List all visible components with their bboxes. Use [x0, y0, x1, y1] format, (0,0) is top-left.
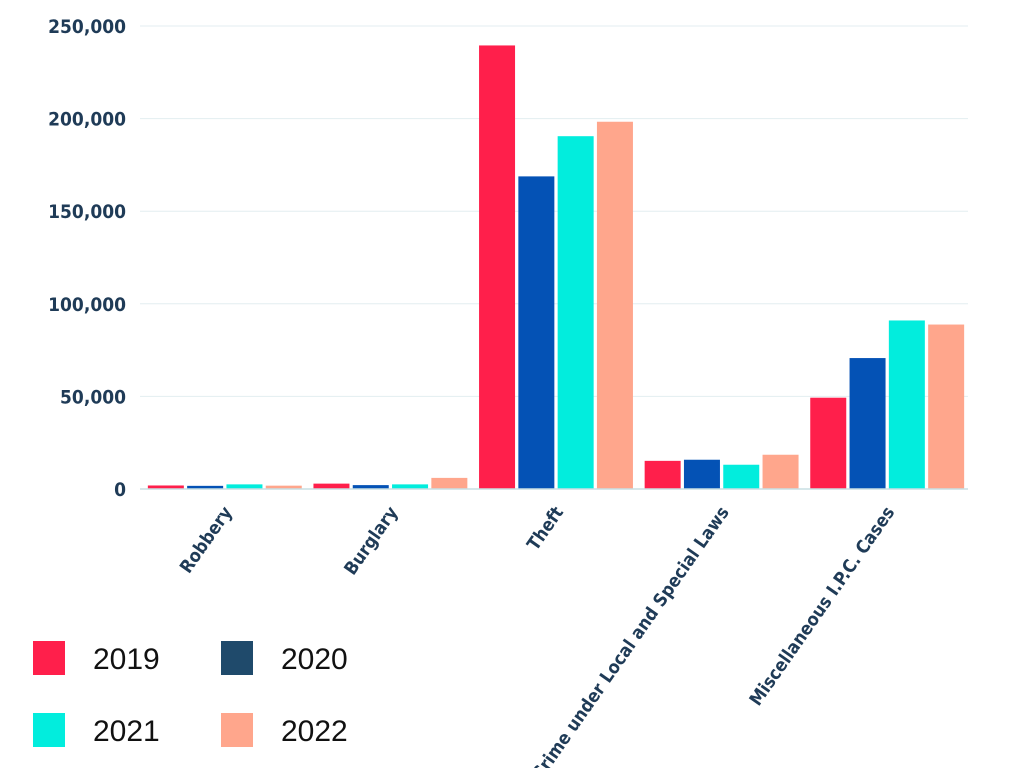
x-tick-label: Theft: [523, 503, 568, 555]
x-tick-label: Robbery: [176, 502, 237, 577]
bar-2020-crime-under-local-and-special-laws: [683, 459, 720, 489]
bar-2021-crime-under-local-and-special-laws: [723, 464, 760, 489]
x-tick-label: Crime under Local and Special Laws: [528, 503, 734, 768]
bar-2019-theft: [479, 45, 516, 490]
bar-2022-theft: [596, 121, 633, 489]
x-tick-label: Miscellaneous I.P.C. Cases: [746, 503, 900, 710]
bar-2019-miscellaneous-i-p-c-cases: [810, 397, 847, 489]
legend-label: 2020: [281, 643, 348, 676]
y-tick-label: 50,000: [60, 386, 126, 408]
y-tick-label: 150,000: [48, 201, 126, 223]
legend: 2019 2020 2021 2022: [33, 641, 348, 748]
legend-swatch: [221, 641, 253, 675]
bar-2022-miscellaneous-i-p-c-cases: [928, 324, 965, 489]
legend-label: 2021: [93, 715, 160, 748]
legend-swatch: [221, 713, 253, 747]
bar-2019-robbery: [147, 485, 184, 489]
y-axis-ticks: 0 50,000 100,000 150,000 200,000 250,000: [48, 16, 126, 501]
bar-2022-robbery: [265, 485, 302, 489]
legend-swatch: [33, 713, 65, 747]
bar-2022-burglary: [431, 477, 468, 489]
bar-2019-crime-under-local-and-special-laws: [644, 460, 681, 489]
legend-label: 2019: [93, 643, 160, 676]
legend-swatch: [33, 641, 65, 675]
bars: [147, 45, 965, 490]
legend-label: 2022: [281, 715, 348, 748]
bar-2020-miscellaneous-i-p-c-cases: [849, 358, 886, 489]
bar-2020-burglary: [352, 485, 389, 489]
x-tick-label: Burglary: [340, 502, 402, 579]
y-tick-label: 250,000: [48, 16, 126, 38]
bar-2021-burglary: [392, 484, 429, 489]
bar-2021-theft: [557, 136, 594, 489]
bar-2020-theft: [518, 176, 555, 490]
y-tick-label: 0: [114, 479, 126, 501]
bar-2021-robbery: [226, 484, 263, 489]
bar-2019-burglary: [313, 483, 350, 489]
y-tick-label: 100,000: [48, 294, 126, 316]
bar-2020-robbery: [187, 485, 224, 489]
bar-2021-miscellaneous-i-p-c-cases: [888, 320, 925, 489]
y-tick-label: 200,000: [48, 109, 126, 131]
bar-2022-crime-under-local-and-special-laws: [762, 454, 799, 489]
